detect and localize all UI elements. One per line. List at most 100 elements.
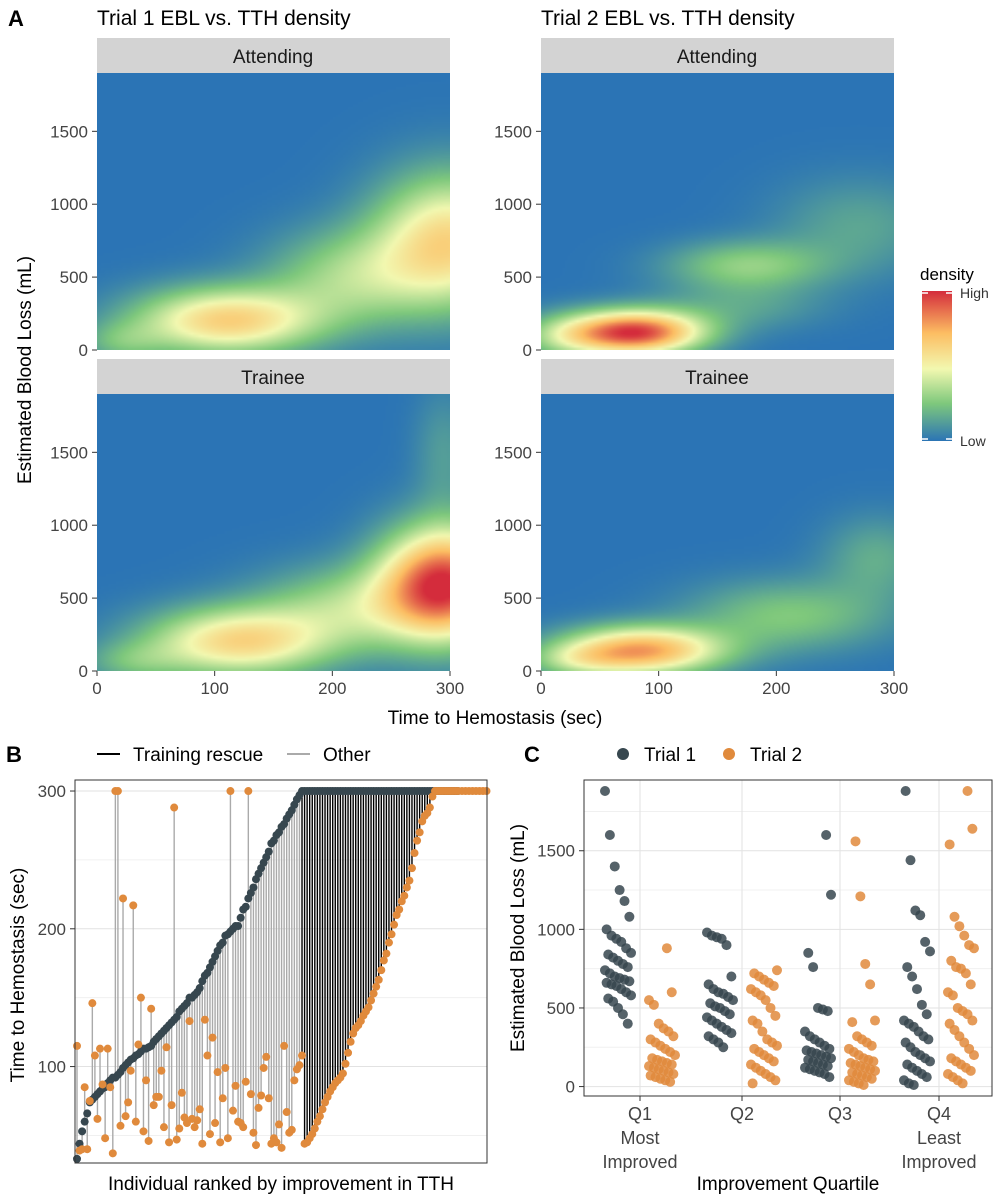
point-trial2: [101, 1134, 110, 1143]
point-trial2: [113, 787, 122, 796]
point-trial2: [947, 990, 958, 1001]
point-trial2: [108, 1149, 117, 1158]
point-trial2: [172, 1135, 181, 1144]
point-trial2: [257, 1091, 266, 1100]
point-trial2: [80, 1083, 89, 1092]
heatmap-t1-trainee: [97, 394, 450, 671]
point-trial2: [770, 1010, 781, 1021]
point-trial1: [83, 1109, 92, 1118]
point-trial1: [726, 1028, 737, 1039]
panel-c-y-axis-label: Estimated Blood Loss (mL): [508, 824, 529, 1052]
point-trial2: [251, 1141, 260, 1150]
point-trial2: [136, 993, 145, 1002]
point-trial2: [670, 1050, 680, 1061]
point-trial2: [241, 1077, 250, 1086]
point-trial2: [165, 1138, 174, 1147]
x-tick-label-t2-trainee: 0: [536, 679, 545, 698]
point-trial2: [106, 1083, 115, 1092]
panel-c-category-sublabel: Most: [620, 1128, 659, 1148]
point-trial1: [80, 1117, 89, 1126]
point-trial2: [944, 839, 955, 850]
point-trial2: [154, 1092, 163, 1101]
panel-c-y-tick-label: 500: [547, 999, 575, 1018]
panel-c-category-label: Q1: [628, 1104, 652, 1124]
point-trial2: [949, 911, 960, 922]
x-tick-label-t2-trainee: 100: [644, 679, 672, 698]
x-tick-label-t1-trainee: 300: [436, 679, 464, 698]
point-trial2: [226, 787, 235, 796]
panel-a-y-axis-label: Estimated Blood Loss (mL): [15, 256, 36, 484]
point-trial2: [147, 1004, 156, 1013]
point-trial1: [617, 1009, 628, 1020]
y-tick-label-t1-trainee: 1000: [50, 516, 88, 535]
point-trial2: [167, 1101, 176, 1110]
point-trial2: [870, 1065, 880, 1076]
point-trial1: [916, 999, 927, 1010]
strip-t2-attending: [541, 38, 894, 73]
point-trial2: [162, 1043, 171, 1052]
point-trial2: [318, 1105, 327, 1114]
point-trial2: [384, 938, 393, 947]
panel-c-category-label: Q4: [927, 1104, 951, 1124]
density-legend-low: Low: [960, 433, 987, 449]
point-trial2: [149, 1101, 158, 1110]
point-trial2: [768, 980, 779, 991]
point-trial2: [400, 891, 409, 900]
point-trial1: [803, 947, 814, 958]
point-trial1: [915, 910, 926, 921]
point-trial2: [200, 1015, 209, 1024]
point-trial2: [341, 1059, 350, 1068]
point-trial2: [218, 1094, 227, 1103]
point-trial1: [920, 936, 931, 947]
x-tick-label-t2-trainee: 300: [880, 679, 908, 698]
point-trial2: [126, 1066, 135, 1075]
point-trial2: [957, 1078, 968, 1089]
panel-c-category-label: Q3: [828, 1104, 852, 1124]
point-trial1: [624, 911, 635, 922]
strip-t1-attending: [97, 38, 450, 73]
point-trial2: [90, 1051, 99, 1060]
strip-label-t1-trainee: Trainee: [241, 368, 305, 389]
point-trial2: [205, 1130, 214, 1139]
point-trial2: [390, 920, 399, 929]
point-trial1: [726, 971, 737, 982]
point-trial2: [246, 1090, 255, 1099]
point-trial2: [410, 849, 419, 858]
point-trial2: [760, 995, 771, 1006]
point-trial2: [287, 1125, 296, 1134]
point-trial2: [765, 1002, 776, 1013]
point-trial2: [198, 1139, 207, 1148]
point-trial1: [824, 1043, 835, 1054]
point-trial2: [747, 1078, 758, 1089]
panel-a-title-trial1: Trial 1 EBL vs. TTH density: [97, 7, 351, 30]
heatmap-t2-trainee: [541, 394, 894, 671]
point-trial2: [213, 1068, 222, 1077]
point-trial2: [965, 979, 976, 990]
strip-t2-trainee: [541, 359, 894, 394]
point-trial2: [175, 1124, 184, 1133]
point-trial2: [752, 1018, 763, 1029]
point-trial1: [905, 855, 916, 866]
point-trial2: [364, 1003, 373, 1012]
point-trial2: [272, 1138, 281, 1147]
point-trial1: [614, 885, 625, 896]
point-trial2: [870, 1015, 880, 1026]
density-legend-high: High: [960, 285, 989, 301]
point-trial2: [85, 1097, 94, 1106]
point-trial1: [921, 1009, 932, 1020]
point-trial2: [387, 930, 396, 939]
point-trial2: [96, 1044, 105, 1053]
y-tick-label-t1-trainee: 0: [79, 662, 88, 681]
point-trial2: [170, 803, 179, 812]
point-trial2: [190, 1123, 199, 1132]
x-tick-label-t2-trainee: 200: [762, 679, 790, 698]
point-trial2: [221, 1063, 230, 1072]
y-tick-label-t2-attending: 1500: [494, 122, 532, 141]
point-trial2: [310, 1124, 319, 1133]
point-trial2: [211, 1119, 220, 1128]
point-trial2: [969, 1050, 979, 1061]
point-trial1: [626, 947, 636, 958]
point-trial2: [954, 921, 965, 932]
point-trial2: [866, 1073, 877, 1084]
